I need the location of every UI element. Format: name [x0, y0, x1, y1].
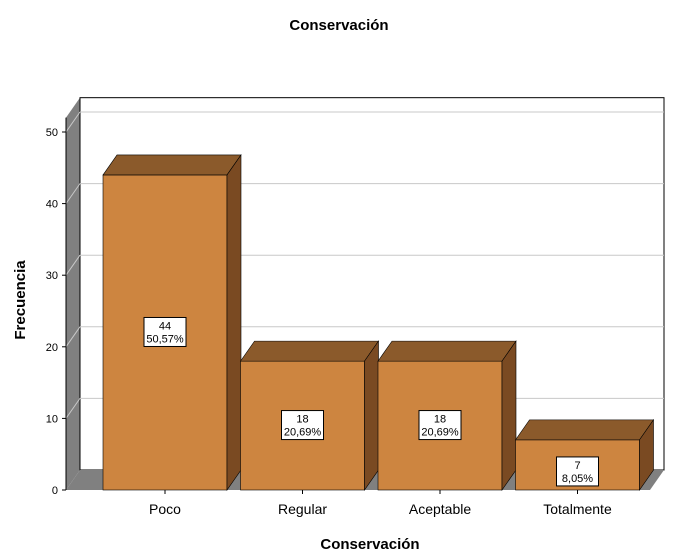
y-tick-label: 10: [46, 413, 58, 425]
y-tick-label: 50: [46, 127, 58, 139]
y-tick-label: 20: [46, 342, 58, 354]
y-tick-label: 40: [46, 199, 58, 211]
data-label-percent: 50,57%: [146, 333, 184, 345]
x-tick-label: Totalmente: [543, 501, 612, 517]
chart-title: Conservación: [289, 17, 388, 34]
gridline-side: [65, 183, 81, 204]
bar-top: [377, 340, 517, 362]
data-label-count: 7: [574, 460, 580, 472]
data-label-box: [418, 410, 462, 441]
data-label-count: 18: [434, 414, 446, 426]
x-tick-label: Regular: [278, 501, 327, 517]
gridline-side: [65, 398, 81, 419]
data-label-percent: 20,69%: [421, 427, 459, 439]
data-label-count: 18: [296, 414, 308, 426]
data-label-box: [281, 410, 324, 441]
x-axis-label: Conservación: [320, 536, 419, 553]
x-tick-label: Poco: [149, 501, 181, 517]
bar-side: [226, 154, 242, 491]
gridline-side: [65, 111, 81, 133]
bar-top: [514, 419, 655, 441]
plot-area: 010203040504450,57%Poco1820,69%Regular18…: [46, 97, 665, 517]
y-axis-label: Frecuencia: [12, 260, 29, 340]
data-label-percent: 20,69%: [284, 427, 322, 439]
left-wall: [66, 97, 80, 491]
gridline-side: [65, 326, 81, 348]
bar-top: [239, 340, 380, 362]
bar-top: [102, 154, 242, 176]
y-tick-label: 0: [52, 485, 58, 497]
y-tick-label: 30: [46, 270, 58, 282]
gridline-side: [65, 254, 81, 276]
data-label-box: [143, 316, 187, 347]
data-label-box: [556, 456, 599, 487]
data-label-percent: 8,05%: [562, 473, 593, 485]
bar-side: [639, 418, 654, 491]
bar-side: [364, 340, 379, 491]
x-tick-label: Aceptable: [409, 501, 471, 517]
data-label-count: 44: [159, 320, 171, 332]
bar-side: [501, 340, 517, 491]
